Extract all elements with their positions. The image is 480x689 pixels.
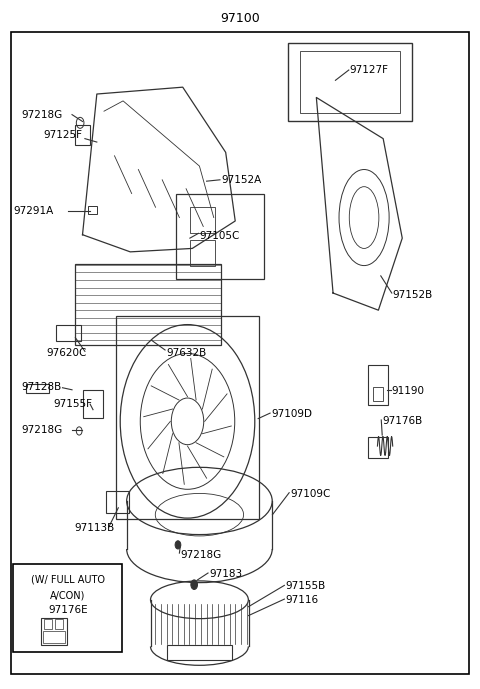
Bar bbox=[84, 391, 103, 418]
Text: 97113B: 97113B bbox=[74, 524, 114, 533]
Text: 97109C: 97109C bbox=[290, 489, 331, 499]
Bar bbox=[43, 630, 65, 643]
Text: 97105C: 97105C bbox=[199, 231, 240, 241]
Bar bbox=[88, 206, 97, 214]
Text: 91190: 91190 bbox=[392, 386, 425, 396]
Text: 97125F: 97125F bbox=[43, 130, 83, 140]
Text: (W/ FULL AUTO: (W/ FULL AUTO bbox=[31, 575, 105, 584]
Text: A/CON): A/CON) bbox=[50, 590, 85, 600]
Text: 97632B: 97632B bbox=[166, 348, 206, 358]
Text: 97155B: 97155B bbox=[285, 581, 325, 591]
Text: 97218G: 97218G bbox=[180, 551, 222, 560]
Text: 97218G: 97218G bbox=[22, 110, 63, 120]
Bar bbox=[372, 387, 383, 401]
Text: 97100: 97100 bbox=[220, 12, 260, 25]
Bar bbox=[75, 125, 90, 145]
Text: 97128B: 97128B bbox=[22, 382, 62, 392]
Bar bbox=[56, 325, 81, 341]
Bar bbox=[300, 51, 400, 112]
Bar bbox=[190, 240, 215, 265]
Circle shape bbox=[175, 541, 181, 549]
Bar bbox=[75, 263, 221, 344]
Text: 97152B: 97152B bbox=[393, 290, 433, 300]
Text: 97152A: 97152A bbox=[221, 175, 261, 185]
Bar bbox=[176, 194, 264, 279]
Bar bbox=[116, 316, 259, 519]
Bar bbox=[41, 617, 67, 645]
Text: 97127F: 97127F bbox=[350, 65, 389, 75]
Bar bbox=[368, 437, 388, 457]
Text: 97176B: 97176B bbox=[382, 416, 422, 426]
Bar bbox=[190, 207, 215, 234]
Text: 97155F: 97155F bbox=[53, 399, 92, 409]
Bar bbox=[55, 619, 63, 628]
Text: 97620C: 97620C bbox=[47, 348, 87, 358]
Text: 97183: 97183 bbox=[209, 568, 242, 579]
Bar bbox=[107, 491, 129, 513]
Text: 97218G: 97218G bbox=[22, 425, 63, 435]
Bar bbox=[288, 43, 412, 121]
Bar bbox=[368, 365, 388, 405]
Bar bbox=[13, 564, 122, 652]
Bar bbox=[168, 645, 232, 660]
Text: 97176E: 97176E bbox=[48, 605, 87, 615]
Text: 97109D: 97109D bbox=[271, 409, 312, 420]
Bar bbox=[26, 384, 49, 393]
Circle shape bbox=[191, 580, 198, 590]
Text: 97116: 97116 bbox=[285, 595, 318, 605]
Bar bbox=[44, 619, 52, 628]
Text: 97291A: 97291A bbox=[13, 206, 54, 216]
